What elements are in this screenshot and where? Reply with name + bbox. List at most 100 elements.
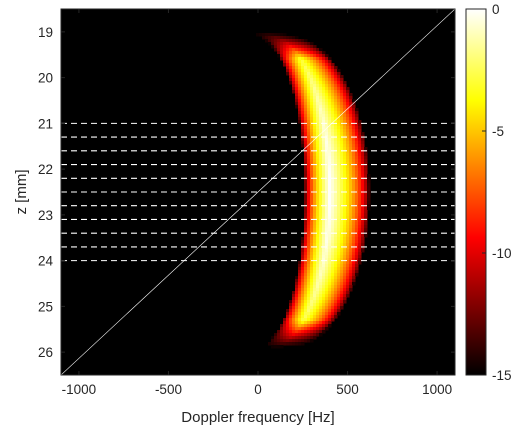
heatmap-cell bbox=[328, 87, 332, 91]
heatmap-cell bbox=[355, 210, 359, 214]
heatmap-cell bbox=[337, 303, 341, 307]
heatmap-cell bbox=[337, 273, 341, 277]
heatmap-cell bbox=[316, 180, 320, 184]
heatmap-cell bbox=[328, 318, 332, 322]
heatmap-cell bbox=[355, 147, 359, 151]
heatmap-cell bbox=[358, 183, 362, 187]
x-axis-label: Doppler frequency [Hz] bbox=[181, 409, 334, 426]
heatmap-cell bbox=[292, 291, 296, 295]
heatmap-cell bbox=[319, 144, 323, 148]
heatmap-cell bbox=[334, 291, 338, 295]
heatmap-cell bbox=[334, 165, 338, 169]
heatmap-cell bbox=[367, 180, 371, 184]
heatmap-cell bbox=[364, 210, 368, 214]
heatmap-cell bbox=[337, 255, 341, 259]
heatmap-cell bbox=[361, 147, 365, 151]
heatmap-cell bbox=[301, 120, 305, 124]
heatmap-cell bbox=[355, 195, 359, 199]
heatmap-cell bbox=[343, 138, 347, 142]
heatmap-cell bbox=[325, 318, 329, 322]
heatmap-cell bbox=[328, 66, 332, 70]
heatmap-cell bbox=[343, 126, 347, 130]
heatmap-cell bbox=[319, 252, 323, 256]
heatmap-cell bbox=[310, 168, 314, 172]
heatmap-cell bbox=[352, 171, 356, 175]
heatmap-cell bbox=[307, 273, 311, 277]
heatmap-cell bbox=[346, 258, 350, 262]
heatmap-cell bbox=[346, 267, 350, 271]
heatmap-cell bbox=[307, 228, 311, 232]
heatmap-cell bbox=[319, 201, 323, 205]
heatmap-cell bbox=[346, 291, 350, 295]
heatmap-cell bbox=[316, 249, 320, 253]
heatmap-cell bbox=[310, 45, 314, 49]
heatmap-cell bbox=[367, 192, 371, 196]
heatmap-cell bbox=[328, 63, 332, 67]
heatmap-cell bbox=[328, 261, 332, 265]
heatmap-cell bbox=[358, 156, 362, 160]
heatmap-cell bbox=[313, 165, 317, 169]
heatmap-cell bbox=[319, 198, 323, 202]
heatmap-cell bbox=[352, 213, 356, 217]
heatmap-cell bbox=[322, 279, 326, 283]
heatmap-cell bbox=[289, 45, 293, 49]
heatmap-cell bbox=[310, 93, 314, 97]
heatmap-cell bbox=[307, 195, 311, 199]
heatmap-cell bbox=[325, 84, 329, 88]
heatmap-cell bbox=[358, 177, 362, 181]
heatmap-cell bbox=[319, 102, 323, 106]
heatmap-cell bbox=[298, 324, 302, 328]
heatmap-cell bbox=[358, 204, 362, 208]
heatmap-cell bbox=[331, 117, 335, 121]
heatmap-cell bbox=[307, 102, 311, 106]
heatmap-cell bbox=[322, 207, 326, 211]
heatmap-cell bbox=[319, 204, 323, 208]
heatmap-cell bbox=[340, 246, 344, 250]
heatmap-cell bbox=[316, 273, 320, 277]
heatmap-cell bbox=[334, 81, 338, 85]
heatmap-cell bbox=[301, 285, 305, 289]
heatmap-cell bbox=[358, 207, 362, 211]
heatmap-cell bbox=[316, 51, 320, 55]
x-tick-label: -1000 bbox=[62, 382, 97, 397]
heatmap-cell bbox=[346, 87, 350, 91]
heatmap-cell bbox=[280, 54, 284, 58]
heatmap-cell bbox=[304, 225, 308, 229]
heatmap-cell bbox=[331, 195, 335, 199]
heatmap-cell bbox=[316, 189, 320, 193]
heatmap-cell bbox=[283, 54, 287, 58]
heatmap-cell bbox=[304, 303, 308, 307]
heatmap-cell bbox=[289, 75, 293, 79]
heatmap-cell bbox=[343, 114, 347, 118]
heatmap-cell bbox=[331, 186, 335, 190]
heatmap-cell bbox=[307, 120, 311, 124]
heatmap-cell bbox=[325, 93, 329, 97]
heatmap-cell bbox=[298, 342, 302, 346]
heatmap-cell bbox=[310, 330, 314, 334]
heatmap-cell bbox=[307, 339, 311, 343]
heatmap-cell bbox=[355, 267, 359, 271]
heatmap-cell bbox=[355, 258, 359, 262]
heatmap-cell bbox=[349, 258, 353, 262]
heatmap-cell bbox=[355, 132, 359, 136]
heatmap-cell bbox=[283, 39, 287, 43]
heatmap-cell bbox=[334, 195, 338, 199]
heatmap-cell bbox=[301, 321, 305, 325]
heatmap-cell bbox=[304, 81, 308, 85]
heatmap-cell bbox=[289, 60, 293, 64]
heatmap-cell bbox=[319, 309, 323, 313]
heatmap-cell bbox=[328, 324, 332, 328]
heatmap-cell bbox=[337, 93, 341, 97]
heatmap-cell bbox=[307, 165, 311, 169]
heatmap-cell bbox=[346, 108, 350, 112]
heatmap-cell bbox=[316, 75, 320, 79]
heatmap-cell bbox=[334, 93, 338, 97]
heatmap-cell bbox=[328, 162, 332, 166]
heatmap-cell bbox=[259, 33, 263, 37]
heatmap-cell bbox=[286, 327, 290, 331]
heatmap-cell bbox=[337, 183, 341, 187]
heatmap-cell bbox=[325, 201, 329, 205]
heatmap-cell bbox=[325, 114, 329, 118]
heatmap-cell bbox=[337, 297, 341, 301]
heatmap-cell bbox=[364, 189, 368, 193]
